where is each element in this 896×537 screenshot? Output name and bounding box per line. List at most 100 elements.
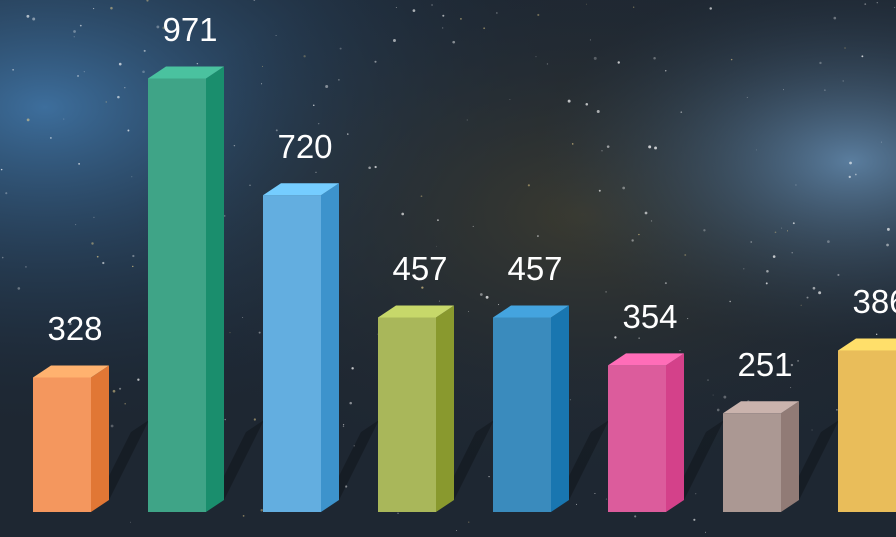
star <box>102 262 104 264</box>
star <box>338 79 340 81</box>
star <box>781 228 782 229</box>
star <box>743 268 744 269</box>
star <box>599 190 601 192</box>
star <box>442 27 443 28</box>
star <box>315 172 316 173</box>
star <box>32 18 35 21</box>
star <box>5 192 7 194</box>
star <box>442 15 444 17</box>
bar-front <box>378 317 436 512</box>
star <box>576 504 577 505</box>
star <box>480 293 483 296</box>
value-label: 386 <box>852 283 896 320</box>
value-label: 354 <box>622 298 677 335</box>
star <box>75 224 76 225</box>
star <box>12 69 14 71</box>
star <box>818 291 821 294</box>
star <box>117 96 120 99</box>
star <box>132 266 133 267</box>
star <box>536 56 537 57</box>
star <box>876 334 877 335</box>
star <box>801 305 802 306</box>
star <box>249 185 250 186</box>
star <box>766 282 768 284</box>
star <box>586 4 587 5</box>
star <box>864 3 866 5</box>
star <box>597 110 600 113</box>
star <box>833 17 836 20</box>
star <box>436 246 437 247</box>
star <box>836 409 838 411</box>
bar-front <box>263 195 321 512</box>
star <box>633 7 634 8</box>
star <box>483 27 485 29</box>
bar-front <box>493 317 551 512</box>
star <box>665 282 667 284</box>
star <box>127 130 129 132</box>
star <box>855 174 857 176</box>
star <box>614 336 616 338</box>
star <box>687 318 688 319</box>
star <box>397 513 398 514</box>
star <box>303 55 305 57</box>
star <box>795 184 796 185</box>
star <box>693 519 695 521</box>
star <box>234 145 235 146</box>
star <box>276 35 277 36</box>
bar-front <box>608 365 666 512</box>
star <box>773 255 776 258</box>
star <box>110 7 113 10</box>
star <box>887 228 890 231</box>
star <box>144 50 146 52</box>
star <box>606 498 607 499</box>
star <box>886 244 889 247</box>
star <box>498 304 499 305</box>
star <box>111 425 114 428</box>
star <box>460 18 462 20</box>
star <box>84 71 85 72</box>
star <box>638 337 639 338</box>
star <box>456 530 457 531</box>
star <box>325 85 328 88</box>
star <box>729 301 730 302</box>
star <box>750 241 752 243</box>
star <box>601 150 602 151</box>
star <box>793 222 795 224</box>
star <box>618 61 620 63</box>
star <box>452 41 455 44</box>
star <box>124 403 126 405</box>
star <box>881 142 882 143</box>
star <box>622 187 625 190</box>
star <box>631 239 633 241</box>
bar-side <box>206 66 224 512</box>
star <box>849 176 851 178</box>
star <box>254 418 256 420</box>
star <box>73 30 76 33</box>
star <box>18 287 21 290</box>
star <box>813 287 816 290</box>
star <box>197 63 198 64</box>
bar-front <box>148 78 206 512</box>
star <box>705 532 706 533</box>
star <box>849 162 852 165</box>
star <box>585 103 588 106</box>
star <box>844 47 846 49</box>
star <box>467 120 468 121</box>
star <box>747 97 748 98</box>
star <box>93 8 94 9</box>
star <box>431 4 432 5</box>
bar-side <box>436 305 454 512</box>
star <box>468 521 469 522</box>
star <box>665 70 666 71</box>
star <box>634 515 636 517</box>
star <box>119 63 122 66</box>
star <box>680 111 682 113</box>
star <box>437 219 439 221</box>
star <box>396 7 397 8</box>
star <box>261 83 262 84</box>
star <box>374 61 376 63</box>
star <box>26 15 29 18</box>
star <box>723 396 726 399</box>
star <box>654 147 657 150</box>
value-label: 328 <box>47 310 102 347</box>
